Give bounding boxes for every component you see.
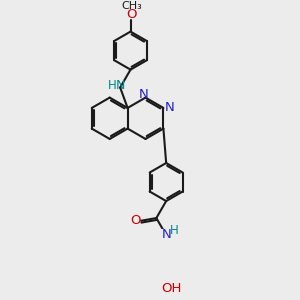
Text: O: O — [126, 8, 137, 20]
Text: N: N — [165, 101, 175, 114]
Text: N: N — [139, 88, 149, 101]
Text: O: O — [130, 214, 141, 227]
Text: N: N — [162, 228, 172, 241]
Text: H: H — [170, 224, 178, 237]
Text: H: H — [108, 79, 117, 92]
Text: CH₃: CH₃ — [121, 1, 142, 11]
Text: N: N — [116, 79, 125, 92]
Text: OH: OH — [161, 282, 182, 295]
